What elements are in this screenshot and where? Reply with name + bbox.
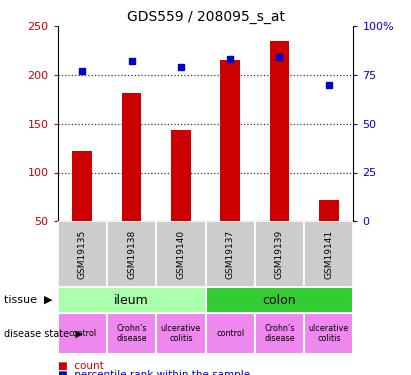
Bar <box>107 221 156 287</box>
Text: GSM19139: GSM19139 <box>275 230 284 279</box>
Bar <box>171 130 191 221</box>
Text: control: control <box>68 329 96 338</box>
Text: ■  percentile rank within the sample: ■ percentile rank within the sample <box>58 370 249 375</box>
Bar <box>107 313 156 354</box>
Bar <box>206 313 255 354</box>
Bar <box>122 93 141 221</box>
Text: ileum: ileum <box>114 294 149 306</box>
Bar <box>220 60 240 221</box>
Title: GDS559 / 208095_s_at: GDS559 / 208095_s_at <box>127 10 284 24</box>
Text: ulcerative
colitis: ulcerative colitis <box>161 324 201 344</box>
Text: control: control <box>216 329 244 338</box>
Text: Crohn’s
disease: Crohn’s disease <box>264 324 295 344</box>
Text: ■  count: ■ count <box>58 361 103 370</box>
Text: ulcerative
colitis: ulcerative colitis <box>309 324 349 344</box>
Text: colon: colon <box>263 294 296 306</box>
Text: GSM19140: GSM19140 <box>176 230 185 279</box>
Bar <box>72 151 92 221</box>
Text: GSM19141: GSM19141 <box>324 230 333 279</box>
Text: GSM19137: GSM19137 <box>226 230 235 279</box>
Bar <box>304 221 353 287</box>
Text: GSM19135: GSM19135 <box>78 230 87 279</box>
Bar <box>304 313 353 354</box>
Bar <box>206 221 255 287</box>
Bar <box>156 221 206 287</box>
Text: disease state  ▶: disease state ▶ <box>4 329 83 339</box>
Bar <box>255 313 304 354</box>
Bar <box>156 313 206 354</box>
Bar <box>255 221 304 287</box>
Text: tissue  ▶: tissue ▶ <box>4 295 53 305</box>
Bar <box>58 287 206 313</box>
Bar <box>270 41 289 221</box>
Bar <box>58 221 107 287</box>
Text: Crohn’s
disease: Crohn’s disease <box>116 324 147 344</box>
Text: GSM19138: GSM19138 <box>127 230 136 279</box>
Bar <box>206 287 353 313</box>
Bar <box>319 200 339 221</box>
Bar <box>58 313 107 354</box>
